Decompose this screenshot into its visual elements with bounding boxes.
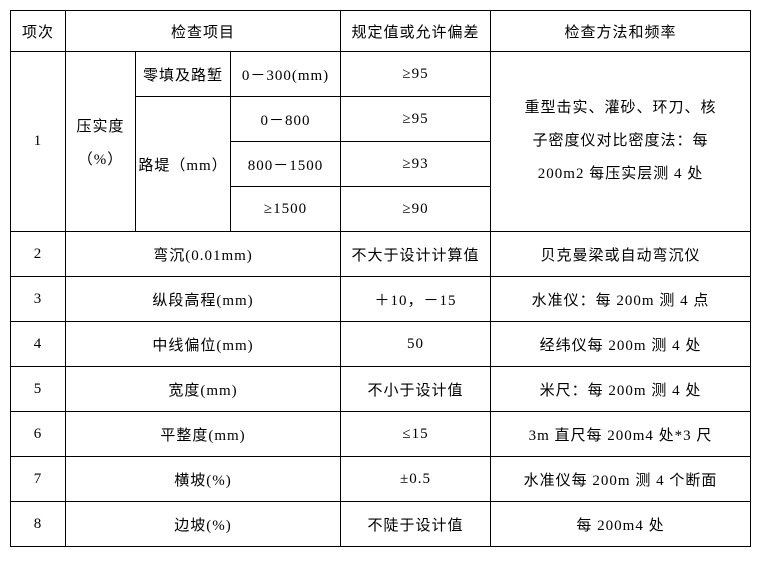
table-row: 3 纵段高程(mm) ＋10，－15 水准仪：每 200m 测 4 点 xyxy=(11,277,751,322)
table-row: 8 边坡(%) 不陡于设计值 每 200m4 处 xyxy=(11,502,751,547)
cell-spec-3: ≥93 xyxy=(341,142,491,187)
cell-range-3: 800－1500 xyxy=(231,142,341,187)
cell-index: 2 xyxy=(11,232,66,277)
table-row: 6 平整度(mm) ≤15 3m 直尺每 200m4 处*3 尺 xyxy=(11,412,751,457)
cell-method: 米尺：每 200m 测 4 处 xyxy=(491,367,751,412)
cell-range-2: 0－800 xyxy=(231,97,341,142)
cell-item: 平整度(mm) xyxy=(66,412,341,457)
cell-spec: ＋10，－15 xyxy=(341,277,491,322)
hdr-item: 检查项目 xyxy=(66,11,341,52)
cell-method: 经纬仪每 200m 测 4 处 xyxy=(491,322,751,367)
cell-spec-1: ≥95 xyxy=(341,52,491,97)
cell-spec: ±0.5 xyxy=(341,457,491,502)
inspection-table: 项次 检查项目 规定值或允许偏差 检查方法和频率 1 压实度 （%） 零填及路堑… xyxy=(10,10,751,547)
method-line-2: 子密度仪对比密度法：每 xyxy=(491,125,750,158)
cell-item: 边坡(%) xyxy=(66,502,341,547)
table-header-row: 项次 检查项目 规定值或允许偏差 检查方法和频率 xyxy=(11,11,751,52)
cell-spec: 不大于设计计算值 xyxy=(341,232,491,277)
compaction-label-text: 压实度 xyxy=(66,115,135,136)
cell-index: 3 xyxy=(11,277,66,322)
cell-index: 8 xyxy=(11,502,66,547)
cell-zero-fill: 零填及路堑 xyxy=(136,52,231,97)
cell-compaction-label: 压实度 （%） xyxy=(66,52,136,232)
cell-item: 宽度(mm) xyxy=(66,367,341,412)
cell-range-4: ≥1500 xyxy=(231,187,341,232)
cell-spec: 不小于设计值 xyxy=(341,367,491,412)
cell-spec-4: ≥90 xyxy=(341,187,491,232)
method-line-1: 重型击实、灌砂、环刀、核 xyxy=(491,92,750,125)
cell-index: 7 xyxy=(11,457,66,502)
cell-method: 水准仪每 200m 测 4 个断面 xyxy=(491,457,751,502)
table-row: 5 宽度(mm) 不小于设计值 米尺：每 200m 测 4 处 xyxy=(11,367,751,412)
table-row: 2 弯沉(0.01mm) 不大于设计计算值 贝克曼梁或自动弯沉仪 xyxy=(11,232,751,277)
cell-spec: 50 xyxy=(341,322,491,367)
cell-index-1: 1 xyxy=(11,52,66,232)
cell-spec-2: ≥95 xyxy=(341,97,491,142)
table-row: 4 中线偏位(mm) 50 经纬仪每 200m 测 4 处 xyxy=(11,322,751,367)
cell-index: 6 xyxy=(11,412,66,457)
hdr-index: 项次 xyxy=(11,11,66,52)
cell-method: 每 200m4 处 xyxy=(491,502,751,547)
cell-method: 贝克曼梁或自动弯沉仪 xyxy=(491,232,751,277)
cell-item: 中线偏位(mm) xyxy=(66,322,341,367)
hdr-spec: 规定值或允许偏差 xyxy=(341,11,491,52)
cell-item: 纵段高程(mm) xyxy=(66,277,341,322)
compaction-unit-text: （%） xyxy=(66,148,135,169)
hdr-method: 检查方法和频率 xyxy=(491,11,751,52)
table-row: 1 压实度 （%） 零填及路堑 0－300(mm) ≥95 重型击实、灌砂、环刀… xyxy=(11,52,751,97)
cell-index: 4 xyxy=(11,322,66,367)
cell-method-1: 重型击实、灌砂、环刀、核 子密度仪对比密度法：每 200m2 每压实层测 4 处 xyxy=(491,52,751,232)
method-line-3: 200m2 每压实层测 4 处 xyxy=(491,158,750,191)
cell-spec: ≤15 xyxy=(341,412,491,457)
table-row: 7 横坡(%) ±0.5 水准仪每 200m 测 4 个断面 xyxy=(11,457,751,502)
cell-item: 横坡(%) xyxy=(66,457,341,502)
cell-method: 3m 直尺每 200m4 处*3 尺 xyxy=(491,412,751,457)
cell-item: 弯沉(0.01mm) xyxy=(66,232,341,277)
cell-range-1: 0－300(mm) xyxy=(231,52,341,97)
cell-method: 水准仪：每 200m 测 4 点 xyxy=(491,277,751,322)
cell-embankment: 路堤（mm） xyxy=(136,97,231,232)
cell-spec: 不陡于设计值 xyxy=(341,502,491,547)
cell-index: 5 xyxy=(11,367,66,412)
